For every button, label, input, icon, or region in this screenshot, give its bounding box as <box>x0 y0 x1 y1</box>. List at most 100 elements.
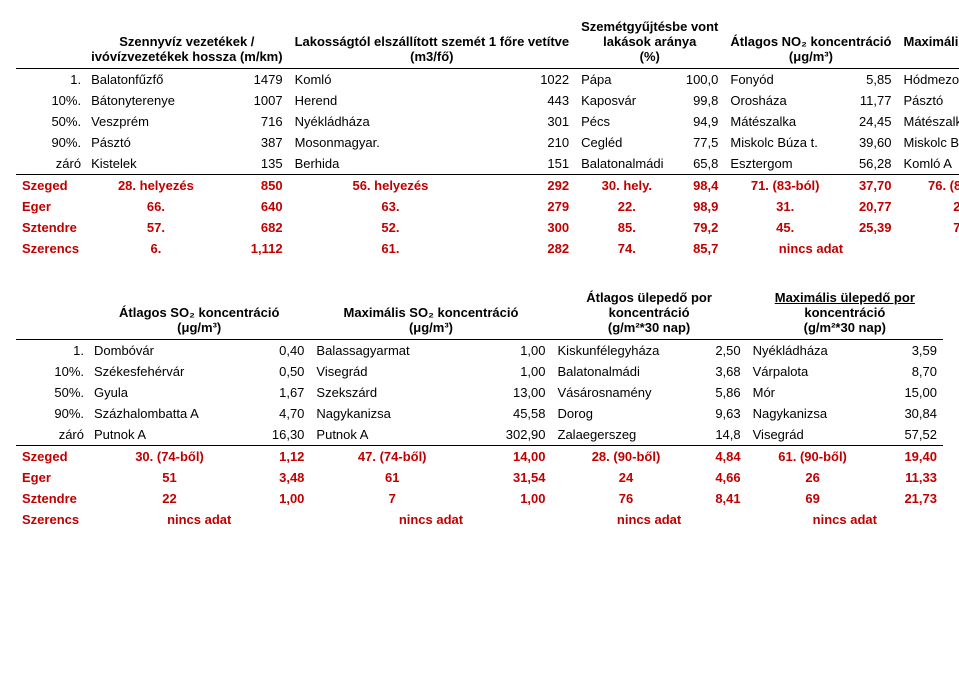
row-value: 300 <box>490 217 575 238</box>
row-value: 30,84 <box>877 403 943 424</box>
row-value: 45,58 <box>472 403 552 424</box>
t2-h2: Maximális SO₂ koncentráció(μg/m³) <box>310 287 551 340</box>
row-rank: 71. (83-ból) <box>724 175 844 197</box>
row-value: 21,73 <box>877 488 943 509</box>
row-rank: 57. <box>85 217 225 238</box>
row-city: Kaposvár <box>575 90 676 111</box>
row-city: Balatonalmádi <box>552 361 699 382</box>
row-percentile: 90%. <box>16 132 85 153</box>
row-rank: 45. <box>724 217 844 238</box>
t1-h5: Maximális NO₂ koncentráció(μg/m³) <box>897 16 959 69</box>
row-value: 3,68 <box>698 361 746 382</box>
row-city: Fonyód <box>724 69 844 91</box>
row-rank: 22 <box>88 488 249 509</box>
row-city-label: Sztendre <box>16 217 85 238</box>
t1-h1: Szennyvíz vezetékek /ivóvízvezetékek hos… <box>85 16 288 69</box>
t2-h1: Átlagos SO₂ koncentráció(μg/m³) <box>88 287 310 340</box>
row-rank: 7 <box>310 488 472 509</box>
row-value: 94,9 <box>677 111 725 132</box>
t2-h3: Átlagos ülepedő porkoncentráció(g/m²*30 … <box>552 287 747 340</box>
row-city: Balatonalmádi <box>575 153 676 175</box>
t2-h4: Maximális ülepedő porMaximális ülepedő p… <box>747 287 943 340</box>
row-value: 15,00 <box>877 382 943 403</box>
row-rank: 69 <box>747 488 877 509</box>
row-value: 279 <box>490 196 575 217</box>
row-city: Berhida <box>289 153 491 175</box>
row-value: 98,9 <box>677 196 725 217</box>
row-value: 31,54 <box>472 467 552 488</box>
row-city: Pécs <box>575 111 676 132</box>
row-percentile: 1. <box>16 69 85 91</box>
row-percentile: 10%. <box>16 90 85 111</box>
row-value: 77,5 <box>677 132 725 153</box>
row-value: 292 <box>490 175 575 197</box>
row-value: 98,4 <box>677 175 725 197</box>
row-value: 210 <box>490 132 575 153</box>
row-value: 640 <box>225 196 289 217</box>
row-percentile: 50%. <box>16 111 85 132</box>
row-rank: 28. (90-ből) <box>552 446 699 468</box>
row-city-label: Eger <box>16 467 88 488</box>
row-value: 20,77 <box>844 196 898 217</box>
row-city: Pápa <box>575 69 676 91</box>
row-value: 4,70 <box>249 403 310 424</box>
row-rank: 66. <box>85 196 225 217</box>
row-value: 8,41 <box>698 488 746 509</box>
row-city: Cegléd <box>575 132 676 153</box>
row-value: 56,28 <box>844 153 898 175</box>
row-nodata: nincs adat <box>552 509 747 530</box>
row-value: 57,52 <box>877 424 943 446</box>
row-value: 1,00 <box>472 361 552 382</box>
row-value: 1479 <box>225 69 289 91</box>
row-city-label: Szerencs <box>16 238 85 259</box>
row-value: 4,66 <box>698 467 746 488</box>
row-city-label: Szerencs <box>16 509 88 530</box>
row-city: Nagykanizsa <box>310 403 472 424</box>
row-city: Gyula <box>88 382 249 403</box>
row-rank: 30. (74-ből) <box>88 446 249 468</box>
row-rank: 31. <box>724 196 844 217</box>
row-city-label: Eger <box>16 196 85 217</box>
row-percentile: 50%. <box>16 382 88 403</box>
row-rank: 63. <box>289 196 491 217</box>
row-value: 282 <box>490 238 575 259</box>
row-percentile: 1. <box>16 340 88 362</box>
row-value: 11,33 <box>877 467 943 488</box>
row-nodata: nincs adat <box>897 238 959 259</box>
row-nodata: nincs adat <box>310 509 551 530</box>
row-city: Mór <box>747 382 877 403</box>
row-value: 5,85 <box>844 69 898 91</box>
row-value: 1,00 <box>472 488 552 509</box>
row-nodata: nincs adat <box>724 238 897 259</box>
row-value: 3,59 <box>877 340 943 362</box>
row-percentile: 90%. <box>16 403 88 424</box>
row-city-label: Szeged <box>16 446 88 468</box>
row-value: 1,67 <box>249 382 310 403</box>
row-value: 14,00 <box>472 446 552 468</box>
row-value: 1,00 <box>249 488 310 509</box>
row-city: Orosháza <box>724 90 844 111</box>
row-city: Visegrád <box>747 424 877 446</box>
t1-h3: Szemétgyűjtésbe vontlakások aránya(%) <box>575 16 724 69</box>
row-value: 65,8 <box>677 153 725 175</box>
row-value: 850 <box>225 175 289 197</box>
row-city-label: Sztendre <box>16 488 88 509</box>
row-city: Esztergom <box>724 153 844 175</box>
row-city: Balassagyarmat <box>310 340 472 362</box>
row-rank: 6. <box>85 238 225 259</box>
row-value: 8,70 <box>877 361 943 382</box>
row-value: 13,00 <box>472 382 552 403</box>
row-rank: 26. <box>897 196 959 217</box>
row-rank: 56. helyezés <box>289 175 491 197</box>
row-value: 85,7 <box>677 238 725 259</box>
row-value: 25,39 <box>844 217 898 238</box>
row-city: Szekszárd <box>310 382 472 403</box>
row-rank: 74. <box>575 238 676 259</box>
row-city: Pásztó <box>897 90 959 111</box>
row-city: Komló <box>289 69 491 91</box>
row-city: Nyékládháza <box>747 340 877 362</box>
row-rank: 30. hely. <box>575 175 676 197</box>
row-city: Mosonmagyar. <box>289 132 491 153</box>
row-city: Putnok A <box>88 424 249 446</box>
row-value: 1,12 <box>249 446 310 468</box>
